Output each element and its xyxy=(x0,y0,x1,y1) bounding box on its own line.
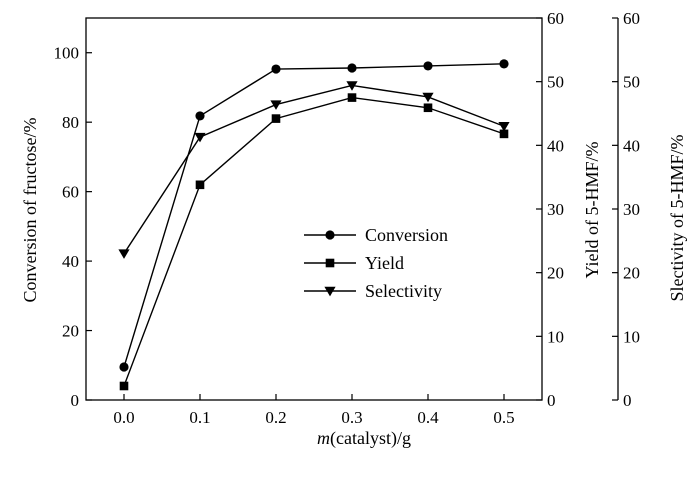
selectivity-data-point xyxy=(194,132,206,143)
selectivity-series-line xyxy=(123,84,505,254)
x-tick-label: 0.0 xyxy=(113,408,134,427)
far-right-y-tick-label: 60 xyxy=(623,9,640,28)
conversion-series-line xyxy=(123,63,505,368)
yield-data-point xyxy=(271,114,281,123)
yield-data-point xyxy=(499,129,509,139)
legend-yield-label: Yield xyxy=(365,253,404,273)
x-axis-title: m(catalyst)/g xyxy=(317,428,411,449)
plot-frame xyxy=(85,17,543,401)
x-axis-title-rest: (catalyst)/g xyxy=(330,428,411,449)
legend-selectivity-marker xyxy=(324,286,336,297)
selectivity-data-point xyxy=(422,92,434,103)
conversion-data-point xyxy=(195,111,205,121)
left-y-axis-title: Conversion of fructose/% xyxy=(20,118,40,303)
axes-layer: 0.0 0.1 0.2 0.3 0.4 0.50204060801000102030405… xyxy=(54,9,641,427)
selectivity-data-point xyxy=(346,81,358,91)
far-right-y-tick-label: 30 xyxy=(623,200,640,219)
left-y-tick-label: 60 xyxy=(62,183,79,202)
yield-data-point xyxy=(347,93,357,102)
right-y-tick-label: 30 xyxy=(547,200,564,219)
x-tick-label: 0.4 xyxy=(417,408,439,427)
yield-series-line xyxy=(123,96,505,387)
far-right-y-tick-label: 40 xyxy=(623,136,640,155)
legend-conversion-marker xyxy=(325,230,335,240)
right-y-tick-label: 40 xyxy=(547,136,564,155)
far-right-y-tick-label: 20 xyxy=(623,264,640,283)
right-y-tick-label: 10 xyxy=(547,327,564,346)
conversion-data-point xyxy=(423,61,433,71)
far-right-y-tick-label: 50 xyxy=(623,73,640,92)
left-y-tick-label: 0 xyxy=(71,391,80,410)
left-y-tick-label: 40 xyxy=(62,252,79,271)
yield-data-point xyxy=(423,103,433,113)
selectivity-data-point xyxy=(498,122,510,132)
right-y-tick-label: 50 xyxy=(547,73,564,92)
right-y-tick-label: 60 xyxy=(547,9,564,28)
legend-selectivity-label: Selectivity xyxy=(365,281,442,301)
left-y-tick-label: 20 xyxy=(62,322,79,341)
conversion-data-point xyxy=(119,362,129,372)
conversion-data-point xyxy=(271,64,281,74)
far-right-y-tick-label: 10 xyxy=(623,327,640,346)
legend-conversion-label: Conversion xyxy=(365,225,448,245)
yield-data-point xyxy=(119,381,129,391)
x-tick-label: 0.2 xyxy=(265,408,286,427)
conversion-data-point xyxy=(347,63,357,73)
yield-data-point xyxy=(195,180,205,190)
far-right-y-tick-label: 0 xyxy=(623,391,632,410)
x-tick-label: 0.5 xyxy=(493,408,514,427)
series-layer xyxy=(118,59,510,391)
right-y-tick-label: 20 xyxy=(547,264,564,283)
selectivity-data-point xyxy=(270,100,282,110)
legend: Conversion Yield Selectivity xyxy=(304,225,448,301)
legend-yield-marker xyxy=(325,258,335,268)
far-right-y-axis-title: Slectivity of 5-HMF/% xyxy=(667,135,687,302)
x-axis-title-italic: m xyxy=(317,428,330,448)
conversion-data-point xyxy=(499,59,509,69)
right-y-axis-title: Yield of 5-HMF/% xyxy=(582,141,602,278)
x-tick-label: 0.3 xyxy=(341,408,362,427)
left-y-tick-label: 80 xyxy=(62,113,79,132)
selectivity-data-point xyxy=(118,249,130,259)
x-tick-label: 0.1 xyxy=(189,408,210,427)
right-y-tick-label: 0 xyxy=(547,391,556,410)
left-y-tick-label: 100 xyxy=(54,44,80,63)
